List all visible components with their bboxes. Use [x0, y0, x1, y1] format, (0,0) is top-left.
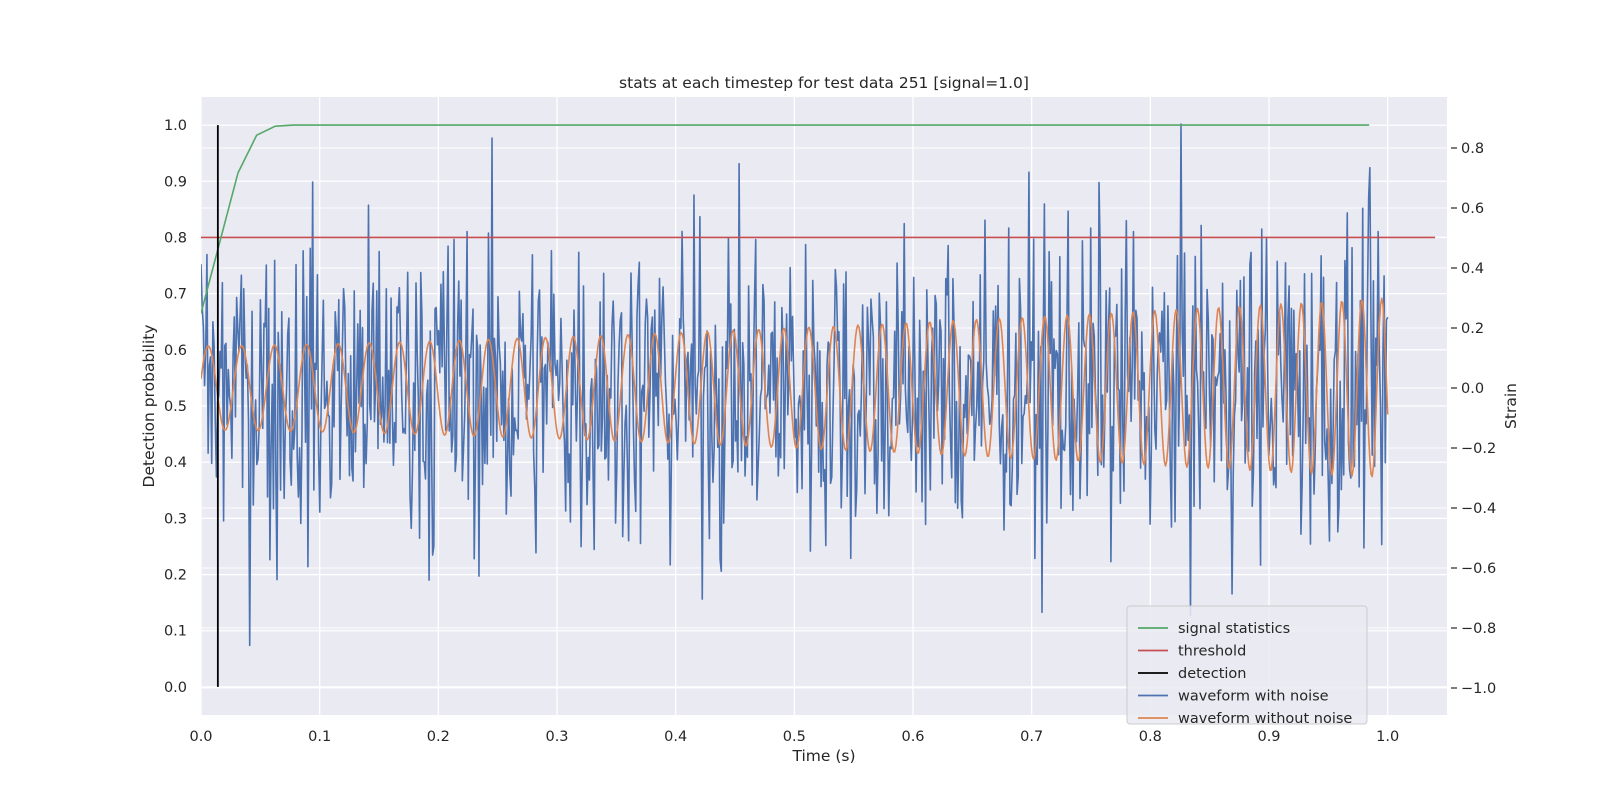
- y-tick-label: 0.3: [164, 511, 187, 527]
- y-axis-ticks: 0.0 0.1 0.2 0.3 0.4 0.5 0.6 0.7 0.8 0.9 1.0: [164, 118, 187, 696]
- legend-label: waveform with noise: [1178, 689, 1329, 705]
- legend: signal statistics threshold detection wavef…: [1126, 605, 1368, 727]
- chart-title: stats at each timestep for test data 251…: [619, 74, 1029, 92]
- y2-tick-label: 0.4: [1461, 261, 1484, 277]
- x-tick-label: 0.1: [308, 729, 331, 745]
- x-tick-label: 1.0: [1376, 729, 1399, 745]
- y-tick-label: 0.2: [164, 568, 187, 584]
- y-tick-label: 0.5: [164, 399, 187, 415]
- y-axis-label: Detection probability: [140, 325, 158, 488]
- y-tick-label: 0.4: [164, 455, 187, 471]
- x-tick-label: 0.9: [1257, 729, 1280, 745]
- legend-label: waveform without noise: [1178, 711, 1352, 727]
- y2-tick-label: 0.8: [1461, 141, 1484, 157]
- y2-tick-label: −0.8: [1461, 621, 1496, 637]
- series-line-waveform-without-noise: [201, 297, 1389, 478]
- y2-tick-label: 0.0: [1461, 381, 1484, 397]
- x-tick-label: 0.0: [189, 729, 212, 745]
- y2-tick-label: 0.2: [1461, 321, 1484, 337]
- legend-label: threshold: [1178, 644, 1246, 660]
- y-tick-label: 0.7: [164, 287, 187, 303]
- series-line-waveform-with-noise: [201, 123, 1389, 647]
- x-tick-label: 0.6: [901, 729, 924, 745]
- y-tick-label: 0.0: [164, 680, 187, 696]
- x-axis-label: Time (s): [791, 747, 855, 765]
- y-tick-label: 0.9: [164, 174, 187, 190]
- y-tick-label: 0.1: [164, 624, 187, 640]
- x-axis-ticks: 0.0 0.1 0.2 0.3 0.4 0.5 0.6 0.7 0.8 0.9 1.0: [189, 729, 1399, 745]
- series-layer: [201, 123, 1436, 687]
- legend-frame: [1126, 605, 1368, 725]
- y2-tick-label: −0.2: [1461, 441, 1496, 457]
- y-tick-label: 0.8: [164, 230, 187, 246]
- y2-tick-label: −1.0: [1461, 681, 1496, 697]
- y2-tick-label: −0.4: [1461, 501, 1496, 517]
- y-tick-label: 0.6: [164, 343, 187, 359]
- y2-tick-label: −0.6: [1461, 561, 1496, 577]
- secondary-y-axis-label: Strain: [1502, 383, 1520, 429]
- x-tick-label: 0.4: [664, 729, 687, 745]
- y-tick-label: 1.0: [164, 118, 187, 134]
- secondary-y-axis-ticks: −1.0 −0.8 −0.6 −0.4 −0.2 0.0 0.2 0.4 0.6 0.8: [1451, 141, 1496, 697]
- x-tick-label: 0.3: [545, 729, 568, 745]
- legend-label: signal statistics: [1178, 621, 1290, 637]
- x-tick-label: 0.7: [1020, 729, 1043, 745]
- series-line-signal-statistics: [201, 124, 1370, 314]
- y2-tick-label: 0.6: [1461, 201, 1484, 217]
- legend-label: detection: [1178, 666, 1246, 682]
- x-tick-label: 0.8: [1139, 729, 1162, 745]
- x-tick-label: 0.5: [783, 729, 806, 745]
- x-tick-label: 0.2: [427, 729, 450, 745]
